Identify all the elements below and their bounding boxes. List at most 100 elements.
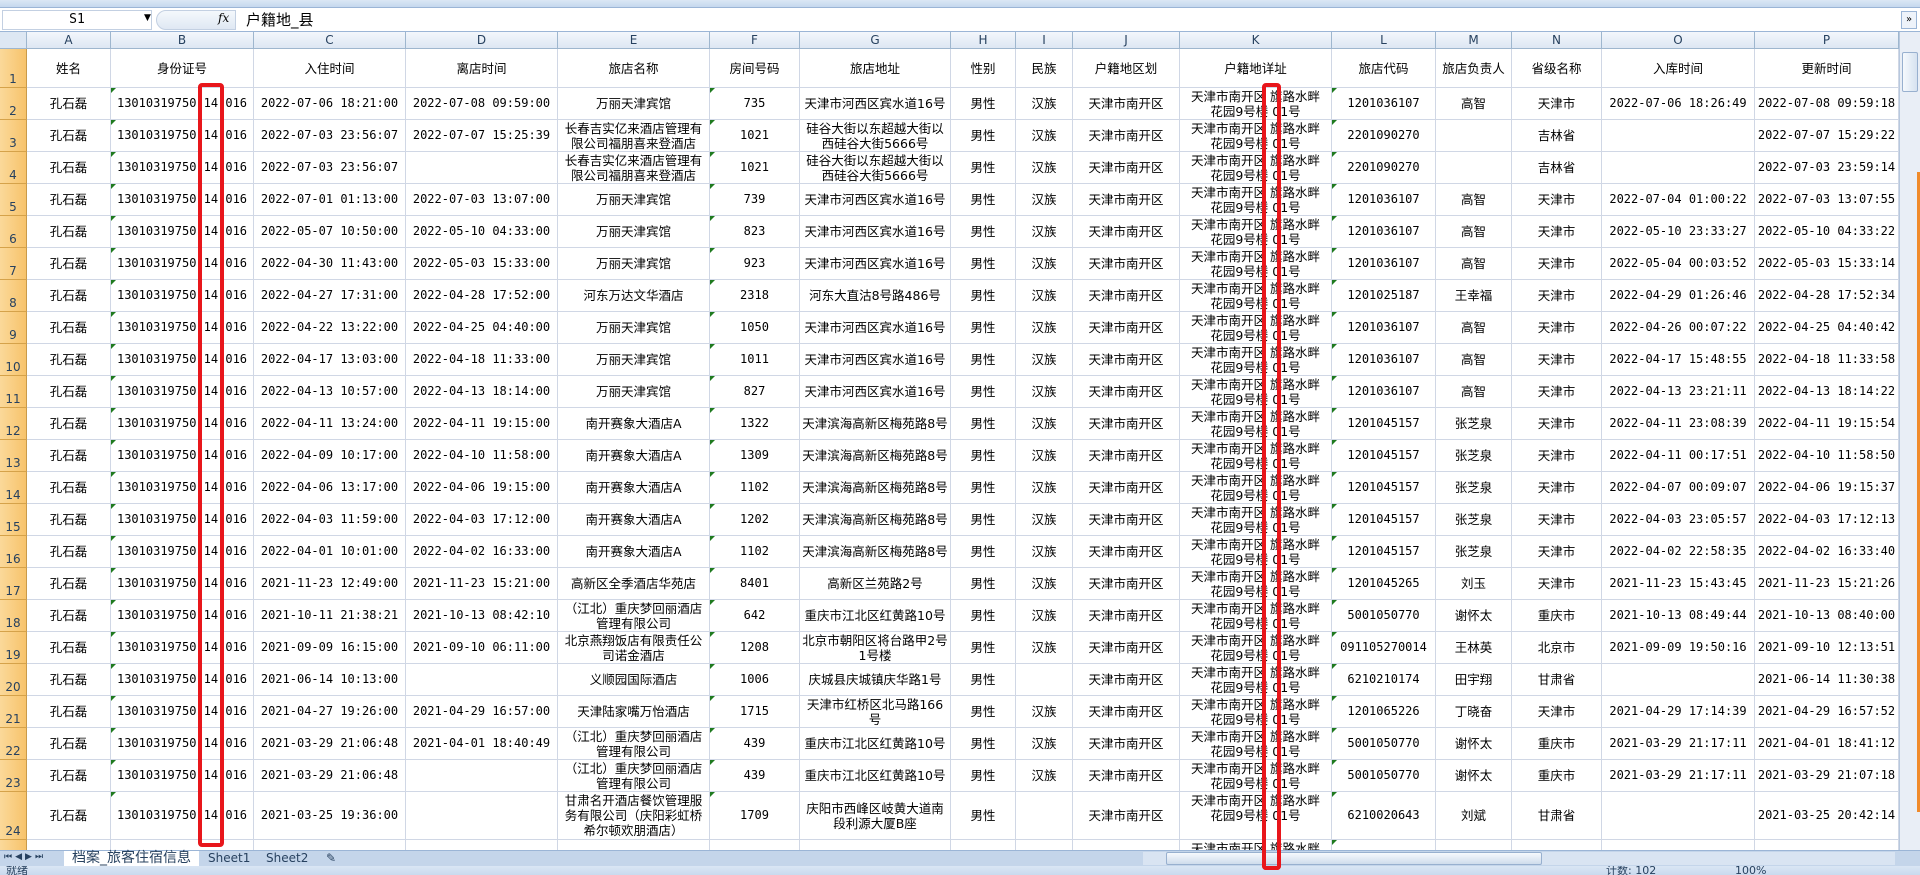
cell-checkout-time[interactable]	[406, 760, 558, 792]
column-header-f[interactable]: F	[710, 32, 800, 49]
cell-hotel-code[interactable]: 5001050770	[1332, 760, 1436, 792]
header-cell-household-address[interactable]: 户籍地详址	[1180, 49, 1332, 88]
cell-ethnicity[interactable]: 汉族	[1016, 280, 1073, 312]
cell-import-time[interactable]: 2022-04-13 23:21:11	[1602, 376, 1755, 408]
cell-gender[interactable]: 男性	[951, 120, 1016, 152]
cell-name[interactable]: 孔石磊	[27, 88, 111, 120]
cell-room-number[interactable]: 1322	[710, 408, 800, 440]
cell-checkin-time[interactable]: 2022-05-07 10:50:00	[254, 216, 406, 248]
row-header[interactable]: 23	[0, 760, 27, 792]
cell-import-time[interactable]: 2022-04-17 15:48:55	[1602, 344, 1755, 376]
cell-checkout-time[interactable]: 2022-04-10 11:58:00	[406, 440, 558, 472]
select-all-button[interactable]	[0, 32, 27, 49]
cell-hotel-address[interactable]: 天津市河西区宾水道16号	[800, 344, 951, 376]
row-header[interactable]: 24	[0, 792, 27, 840]
cell-update-time[interactable]: 2022-07-03 13:07:55	[1755, 184, 1899, 216]
cell-id-number[interactable]: 13010319750 14 016	[111, 600, 254, 632]
cell-name[interactable]: 孔石磊	[27, 440, 111, 472]
column-header-b[interactable]: B	[111, 32, 254, 49]
cell-name[interactable]: 孔石磊	[27, 312, 111, 344]
cell-province[interactable]: 北京市	[1512, 632, 1602, 664]
cell-checkin-time[interactable]: 2022-04-22 13:22:00	[254, 312, 406, 344]
cell-household-address[interactable]: 天津市南开区 旗路水畔 花园9号楼 01号	[1180, 472, 1332, 504]
row-header[interactable]: 16	[0, 536, 27, 568]
cell-hotel-manager[interactable]	[1436, 120, 1512, 152]
cell-household-address[interactable]: 天津市南开区 旗路水畔	[1180, 840, 1332, 850]
cell-gender[interactable]: 男性	[951, 344, 1016, 376]
cell-household-region[interactable]: 天津市南开区	[1073, 440, 1180, 472]
cell-ethnicity[interactable]: 汉族	[1016, 760, 1073, 792]
tab-sheet1[interactable]: Sheet1	[208, 851, 251, 865]
cell-hotel-address[interactable]: 硅谷大街以东超越大街以西硅谷大街5666号	[800, 120, 951, 152]
header-cell-ethnicity[interactable]: 民族	[1016, 49, 1073, 88]
cell-hotel-code[interactable]: 5001050770	[1332, 600, 1436, 632]
cell-name[interactable]: 孔石磊	[27, 280, 111, 312]
cell-ethnicity[interactable]: 汉族	[1016, 408, 1073, 440]
cell-room-number[interactable]: 1202	[710, 504, 800, 536]
cell-update-time[interactable]: 2022-04-11 19:15:54	[1755, 408, 1899, 440]
row-header[interactable]: 17	[0, 568, 27, 600]
cell-hotel-code[interactable]: 2201090270	[1332, 152, 1436, 184]
cell-id-number[interactable]: 13010319750 14 016	[111, 312, 254, 344]
cell-import-time[interactable]: 2021-03-29 21:17:11	[1602, 728, 1755, 760]
cell-gender[interactable]: 男性	[951, 632, 1016, 664]
cell-name[interactable]: 孔石磊	[27, 344, 111, 376]
cell-room-number[interactable]	[710, 840, 800, 850]
row-header[interactable]: 14	[0, 472, 27, 504]
cell-household-address[interactable]: 天津市南开区 旗路水畔 花园9号楼 01号	[1180, 152, 1332, 184]
cell-province[interactable]: 天津市	[1512, 696, 1602, 728]
cell-import-time[interactable]: 2021-03-29 21:17:11	[1602, 760, 1755, 792]
cell-id-number[interactable]: 13010319750 14 016	[111, 568, 254, 600]
column-header-i[interactable]: I	[1016, 32, 1073, 49]
cell-id-number[interactable]: 13010319750 14 016	[111, 792, 254, 840]
cell-gender[interactable]: 男性	[951, 376, 1016, 408]
cell-household-region[interactable]: 天津市南开区	[1073, 568, 1180, 600]
header-cell-hotel-address[interactable]: 旅店地址	[800, 49, 951, 88]
name-box-dropdown-icon[interactable]: ▼	[144, 13, 151, 23]
cell-import-time[interactable]	[1602, 152, 1755, 184]
cell-hotel-code[interactable]: 1201045157	[1332, 440, 1436, 472]
cell-room-number[interactable]: 439	[710, 728, 800, 760]
cell-room-number[interactable]: 1102	[710, 536, 800, 568]
cell-ethnicity[interactable]: 汉族	[1016, 600, 1073, 632]
cell-room-number[interactable]: 923	[710, 248, 800, 280]
cell-hotel-code[interactable]	[1332, 840, 1436, 850]
cell-hotel-code[interactable]: 1201036107	[1332, 88, 1436, 120]
row-header[interactable]: 13	[0, 440, 27, 472]
cell-checkout-time[interactable]: 2021-11-23 15:21:00	[406, 568, 558, 600]
cell-name[interactable]: 孔石磊	[27, 248, 111, 280]
cell-gender[interactable]: 男性	[951, 696, 1016, 728]
cell-hotel-name[interactable]: 南开赛象大酒店A	[558, 440, 710, 472]
cell-ethnicity[interactable]: 汉族	[1016, 88, 1073, 120]
cell-province[interactable]: 天津市	[1512, 536, 1602, 568]
cell-household-address[interactable]: 天津市南开区 旗路水畔 花园9号楼 01号	[1180, 120, 1332, 152]
row-header[interactable]: 11	[0, 376, 27, 408]
cell-household-region[interactable]: 天津市南开区	[1073, 216, 1180, 248]
cell-name[interactable]: 孔石磊	[27, 120, 111, 152]
row-header[interactable]: 25	[0, 840, 27, 850]
cell-checkin-time[interactable]: 2021-03-25 19:36:00	[254, 792, 406, 840]
column-header-p[interactable]: P	[1755, 32, 1899, 49]
cell-name[interactable]: 孔石磊	[27, 728, 111, 760]
cell-ethnicity[interactable]: 汉族	[1016, 728, 1073, 760]
cell-name[interactable]: 孔石磊	[27, 408, 111, 440]
cell-province[interactable]: 天津市	[1512, 504, 1602, 536]
cell-room-number[interactable]: 1102	[710, 472, 800, 504]
header-cell-checkout-time[interactable]: 离店时间	[406, 49, 558, 88]
cell-hotel-address[interactable]: 硅谷大街以东超越大街以西硅谷大街5666号	[800, 152, 951, 184]
cell-hotel-manager[interactable]: 高智	[1436, 88, 1512, 120]
header-cell-id-number[interactable]: 身份证号	[111, 49, 254, 88]
cell-name[interactable]: 孔石磊	[27, 632, 111, 664]
cell-checkout-time[interactable]	[406, 152, 558, 184]
cell-update-time[interactable]: 2022-04-02 16:33:40	[1755, 536, 1899, 568]
cell-hotel-address[interactable]: 天津市河西区宾水道16号	[800, 376, 951, 408]
cell-hotel-code[interactable]: 1201065226	[1332, 696, 1436, 728]
cell-hotel-code[interactable]: 1201036107	[1332, 216, 1436, 248]
cell-household-address[interactable]: 天津市南开区 旗路水畔 花园9号楼 01号	[1180, 344, 1332, 376]
cell-room-number[interactable]: 739	[710, 184, 800, 216]
cell-gender[interactable]: 男性	[951, 792, 1016, 840]
cell-gender[interactable]: 男性	[951, 408, 1016, 440]
cell-checkin-time[interactable]: 2022-04-03 11:59:00	[254, 504, 406, 536]
zoom-level[interactable]: 100%	[1735, 866, 1767, 875]
cell-hotel-address[interactable]: 天津滨海高新区梅苑路8号	[800, 408, 951, 440]
